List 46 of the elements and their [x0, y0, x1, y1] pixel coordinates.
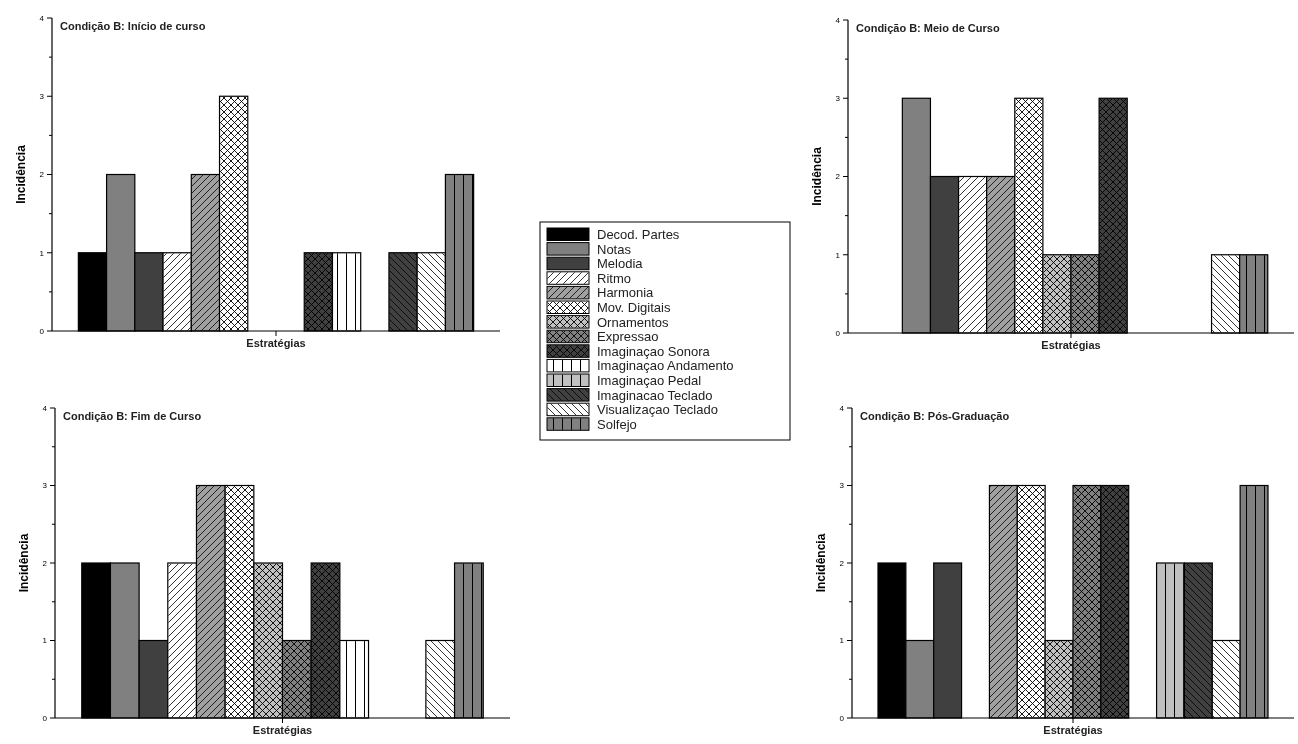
y-tick-label: 0: [42, 713, 48, 723]
legend-label: Imaginacao Teclado: [597, 387, 713, 403]
x-axis-title: Estratégias: [1043, 724, 1103, 736]
y-axis-title: Incidência: [14, 144, 28, 204]
y-tick-label: 4: [42, 403, 48, 413]
legend-label: Imaginaçao Andamento: [597, 358, 734, 374]
legend-label: Ornamentos: [597, 314, 670, 330]
chart-title: Condição B: Meio de Curso: [856, 22, 1000, 34]
y-tick-label: 2: [839, 558, 845, 568]
y-tick-label: 2: [835, 172, 841, 182]
legend-label: Solfejo: [597, 416, 637, 432]
legend-label: Mov. Digitais: [597, 300, 671, 316]
y-tick-label: 4: [839, 403, 845, 413]
y-tick-label: 3: [839, 481, 845, 491]
x-axis-title: Estratégias: [246, 337, 306, 349]
y-tick-label: 4: [835, 15, 841, 25]
y-tick-label: 1: [835, 250, 841, 260]
legend-label: Ritmo: [597, 270, 631, 286]
y-tick-label: 2: [39, 170, 45, 180]
legend-label: Visualizaçao Teclado: [597, 402, 718, 418]
chart-title: Condição B: Fim de Curso: [63, 410, 202, 422]
y-tick-label: 0: [39, 326, 45, 336]
y-axis-title: Incidência: [814, 533, 828, 593]
y-tick-label: 1: [42, 636, 48, 646]
x-axis-title: Estratégias: [252, 724, 313, 736]
y-tick-label: 1: [839, 636, 845, 646]
y-tick-label: 3: [835, 94, 841, 104]
legend-label: Expressao: [597, 329, 659, 345]
y-tick-label: 0: [835, 328, 841, 338]
chart-title: Condição B: Pós-Graduação: [860, 410, 1010, 422]
y-tick-label: 0: [839, 713, 845, 723]
y-axis-title: Incidência: [810, 146, 824, 206]
legend-label: Notas: [597, 241, 632, 257]
x-axis-title: Estratégias: [1041, 339, 1101, 351]
y-tick-label: 4: [39, 13, 45, 23]
chart-title: Condição B: Início de curso: [60, 20, 206, 32]
legend-label: Imaginaçao Pedal: [597, 373, 702, 389]
y-tick-label: 2: [42, 558, 48, 568]
legend-label: Imaginaçao Sonora: [597, 343, 711, 359]
y-tick-label: 3: [42, 481, 48, 491]
legend-label: Harmonia: [597, 285, 655, 301]
legend-label: Decod. Partes: [597, 227, 680, 243]
legend-label: Melodia: [597, 256, 644, 272]
y-tick-label: 3: [39, 92, 45, 102]
y-axis-title: Incidência: [17, 533, 31, 593]
y-tick-label: 1: [39, 248, 45, 258]
